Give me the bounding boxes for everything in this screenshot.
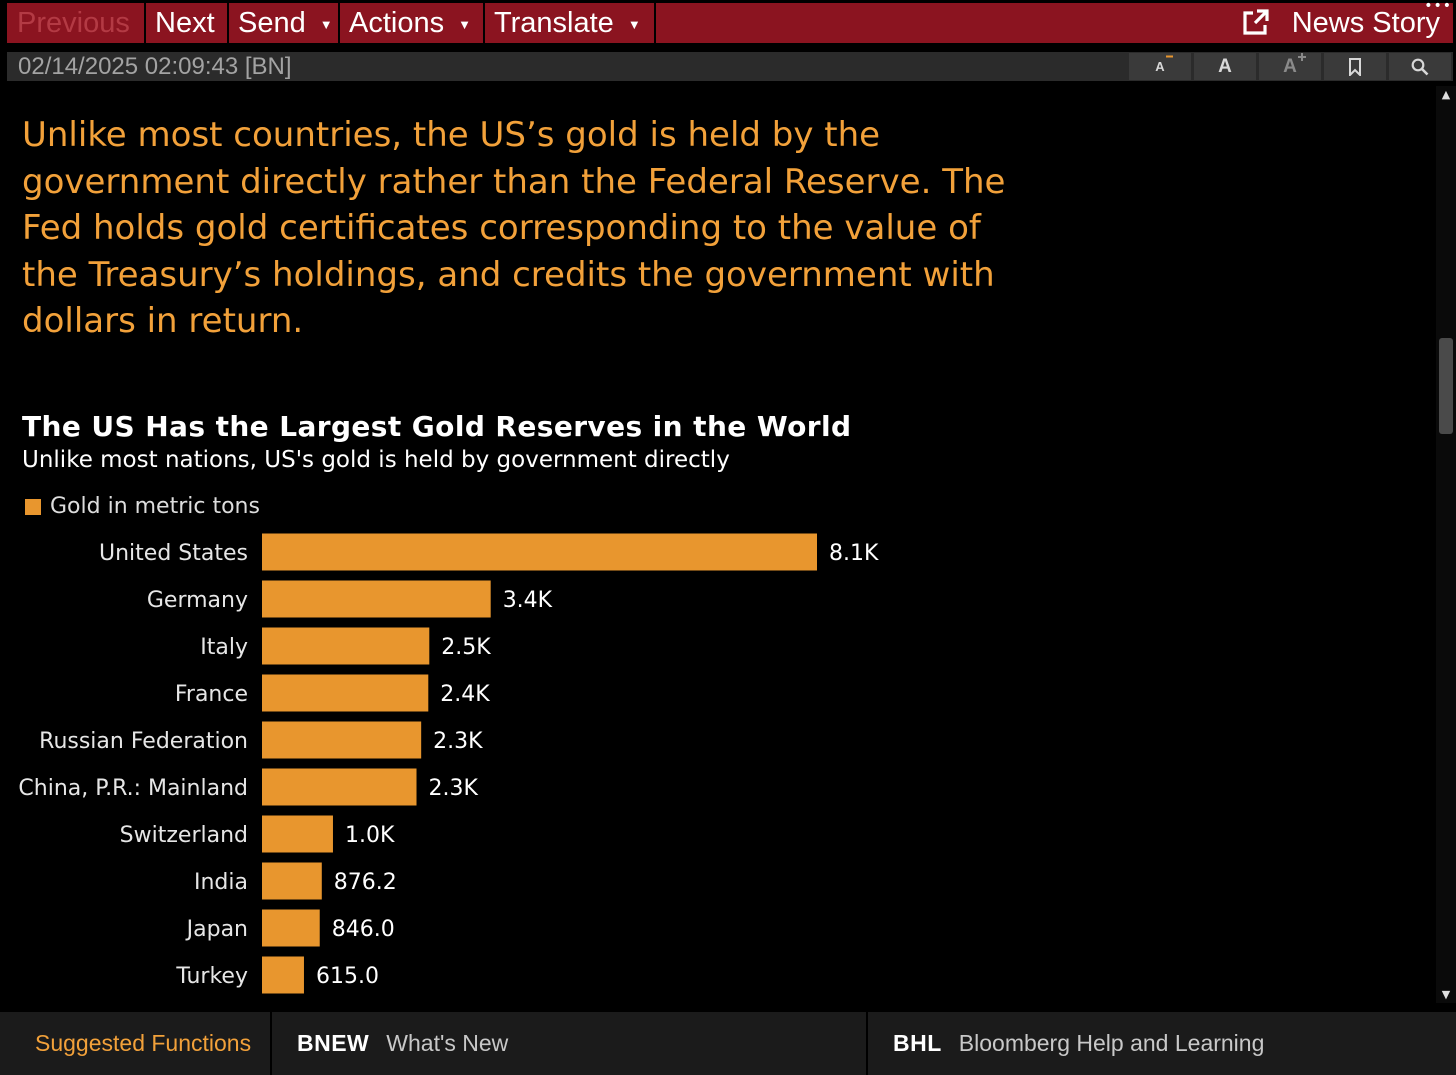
data-label: 846.0 xyxy=(332,917,395,942)
actions-label: Actions xyxy=(349,6,445,39)
news-story-button[interactable]: News Story xyxy=(1240,3,1453,43)
caret-down-icon: ▼ xyxy=(627,16,641,32)
legend-swatch xyxy=(25,498,41,515)
category-label: China, P.R.: Mainland xyxy=(18,776,248,801)
bar xyxy=(262,580,491,618)
open-external-icon xyxy=(1243,9,1269,35)
bnew-code: BNEW xyxy=(297,1030,370,1056)
bhl-link[interactable]: BHL Bloomberg Help and Learning xyxy=(868,1012,1456,1075)
bar xyxy=(262,815,333,853)
minus-mark-icon xyxy=(1166,55,1174,58)
bookmark-button[interactable] xyxy=(1324,53,1386,80)
bar xyxy=(262,862,322,900)
category-label: Germany xyxy=(147,588,248,613)
search-icon xyxy=(1411,58,1429,75)
bhl-code: BHL xyxy=(893,1030,942,1056)
actions-menu[interactable]: Actions ▼ xyxy=(340,3,485,43)
category-label: United States xyxy=(99,541,248,566)
font-larger-icon: A xyxy=(1283,52,1307,78)
translate-menu[interactable]: Translate ▼ xyxy=(485,3,656,43)
bar xyxy=(262,533,817,571)
category-label: France xyxy=(175,682,248,707)
data-label: 876.2 xyxy=(334,870,397,895)
top-menu-bar: Previous Next Send ▼ Actions ▼ Translate… xyxy=(0,0,1456,46)
story-toolbar: 02/14/2025 02:09:43 [BN] A A A xyxy=(7,52,1453,81)
more-dots-icon[interactable]: ••• xyxy=(1424,0,1452,14)
scrollbar-thumb[interactable] xyxy=(1439,338,1453,434)
story-timestamp: 02/14/2025 02:09:43 [BN] xyxy=(18,53,292,80)
plus-mark-icon xyxy=(1298,52,1307,61)
bar xyxy=(262,674,429,712)
bnew-link[interactable]: BNEW What's New xyxy=(272,1012,868,1075)
vertical-scrollbar[interactable]: ▲ ▼ xyxy=(1436,86,1456,1003)
bookmark-icon xyxy=(1349,57,1361,76)
send-label: Send xyxy=(238,6,306,39)
bottom-bar: Suggested Functions BNEW What's New BHL … xyxy=(0,1012,1456,1075)
category-label: Switzerland xyxy=(120,823,248,848)
data-label: 2.5K xyxy=(441,635,491,660)
caret-down-icon: ▼ xyxy=(458,16,471,32)
font-smaller-icon: A xyxy=(1155,55,1174,74)
news-story-label: News Story xyxy=(1291,6,1440,39)
previous-button[interactable]: Previous xyxy=(7,3,146,43)
bar xyxy=(262,768,417,806)
chart-subtitle: Unlike most nations, US's gold is held b… xyxy=(22,447,730,473)
previous-label: Previous xyxy=(17,6,130,39)
bar-chart: United States 8.1K Germany 3.4K Italy 2.5K Fra… xyxy=(18,533,879,994)
data-label: 8.1K xyxy=(829,541,879,566)
scroll-down-icon[interactable]: ▼ xyxy=(1441,988,1451,1001)
data-label: 2.3K xyxy=(433,729,483,754)
font-larger-glyph: A xyxy=(1283,55,1297,77)
article-paragraph: Unlike most countries, the US’s gold is … xyxy=(22,115,1006,341)
category-label: Russian Federation xyxy=(39,729,248,754)
font-larger-button[interactable]: A xyxy=(1259,52,1321,80)
category-label: Italy xyxy=(200,635,248,660)
search-button[interactable] xyxy=(1389,53,1451,80)
data-label: 2.3K xyxy=(429,776,479,801)
bar xyxy=(262,909,320,947)
data-label: 1.0K xyxy=(345,823,395,848)
next-label: Next xyxy=(155,6,215,39)
suggested-functions-label: Suggested Functions xyxy=(35,1030,252,1056)
category-label: Turkey xyxy=(175,964,248,989)
menu-bar: Previous Next Send ▼ Actions ▼ Translate… xyxy=(7,3,1453,43)
category-label: Japan xyxy=(185,917,248,942)
scroll-up-icon[interactable]: ▲ xyxy=(1441,88,1451,101)
bhl-label: Bloomberg Help and Learning xyxy=(958,1030,1265,1056)
font-reset-button[interactable]: A xyxy=(1194,53,1256,80)
font-smaller-button[interactable]: A xyxy=(1129,53,1191,80)
translate-label: Translate xyxy=(494,6,614,39)
bar xyxy=(262,956,304,994)
data-label: 3.4K xyxy=(503,588,553,613)
next-button[interactable]: Next xyxy=(146,3,229,43)
data-label: 615.0 xyxy=(316,964,379,989)
legend-label: Gold in metric tons xyxy=(50,494,260,519)
suggested-functions-button[interactable]: Suggested Functions xyxy=(0,1012,272,1075)
bnew-label: What's New xyxy=(386,1030,509,1056)
caret-down-icon: ▼ xyxy=(319,16,333,32)
category-label: India xyxy=(194,870,248,895)
bar xyxy=(262,721,422,759)
send-menu[interactable]: Send ▼ xyxy=(229,3,340,43)
chart-title: The US Has the Largest Gold Reserves in … xyxy=(22,410,852,443)
font-smaller-glyph: A xyxy=(1155,59,1165,74)
bar xyxy=(262,627,430,665)
font-reset-icon: A xyxy=(1218,55,1232,77)
chart-legend: Gold in metric tons xyxy=(25,494,260,519)
data-label: 2.4K xyxy=(440,682,490,707)
